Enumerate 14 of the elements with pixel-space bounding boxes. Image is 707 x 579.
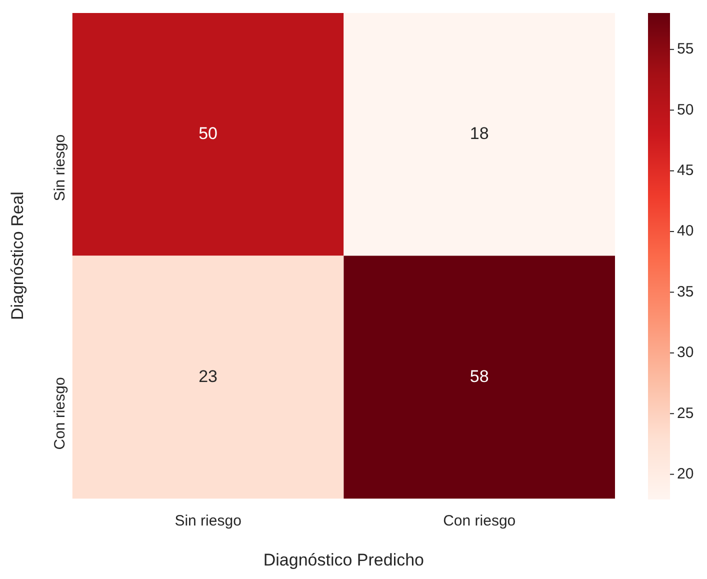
color-bar-label: 30 [677, 344, 694, 362]
color-bar-label: 35 [677, 283, 694, 300]
x-axis-title: Diagnóstico Predicho [263, 550, 424, 570]
color-bar-label: 20 [677, 465, 694, 482]
color-bar-label: 25 [677, 404, 694, 422]
data-label: 50 [198, 124, 218, 144]
color-bar-label: 40 [677, 222, 694, 240]
color-bar-label: 55 [677, 40, 694, 58]
color-bar-label: 45 [677, 162, 694, 179]
data-label: 58 [470, 366, 489, 386]
color-bar-label: 50 [677, 101, 694, 118]
data-label: 18 [470, 124, 489, 144]
data-label: 23 [198, 366, 218, 386]
y-axis-title: Diagnóstico Real [8, 192, 27, 320]
